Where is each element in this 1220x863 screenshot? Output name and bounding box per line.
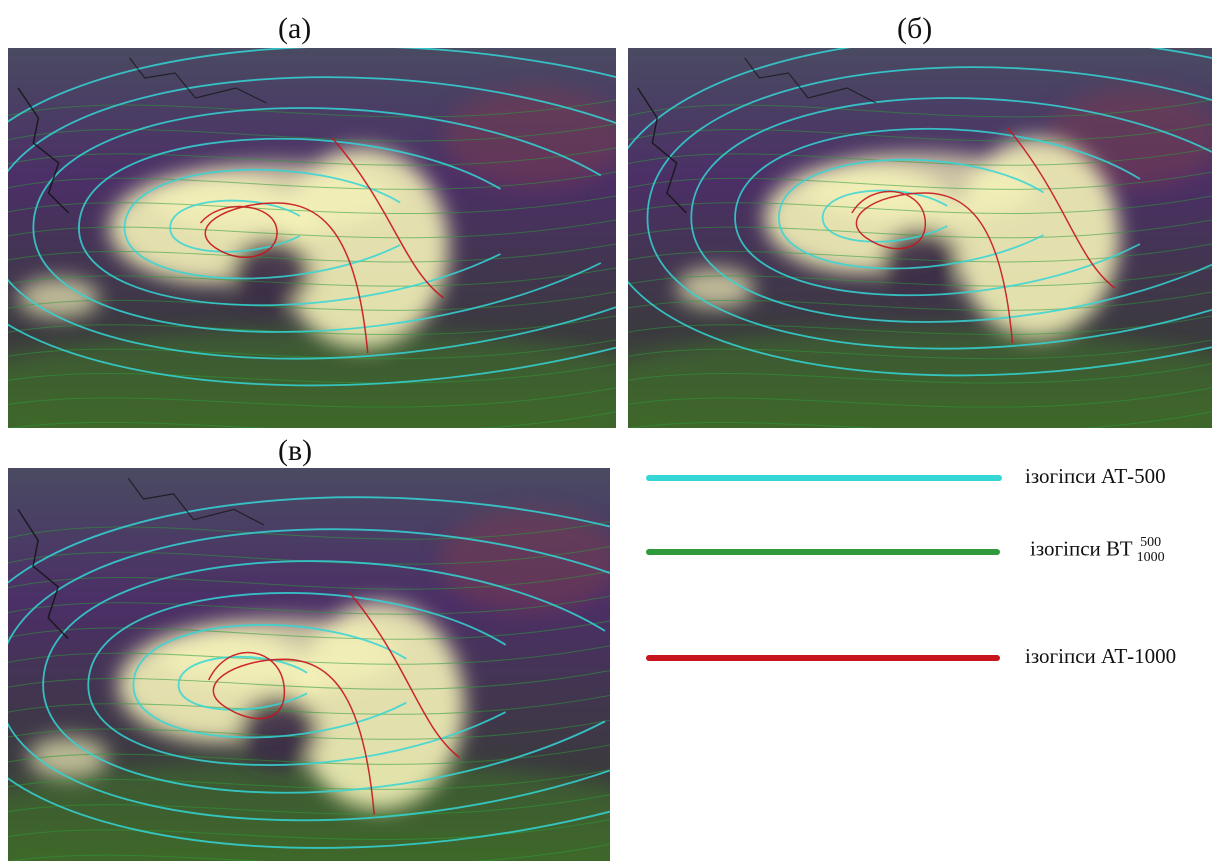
legend-label-bt: ізогіпси ВТ 500 1000 [1030, 535, 1165, 565]
panel-label-b: (б) [897, 12, 933, 45]
satellite-image-c [8, 468, 610, 861]
legend-line-bt [646, 549, 1000, 555]
legend-label-at500: ізогіпси АТ-500 [1025, 464, 1166, 488]
legend-line-at500 [646, 475, 1002, 481]
panel-label-c: (в) [278, 434, 313, 467]
legend-line-at1000 [646, 655, 1000, 661]
legend-bt-sup: 500 [1140, 535, 1162, 550]
legend-label-at1000: ізогіпси АТ-1000 [1025, 644, 1177, 668]
panel-label-a: (а) [278, 12, 312, 45]
legend-bt-sub: 1000 [1136, 549, 1165, 565]
satellite-image-a [8, 48, 616, 428]
satellite-image-b [628, 48, 1212, 428]
